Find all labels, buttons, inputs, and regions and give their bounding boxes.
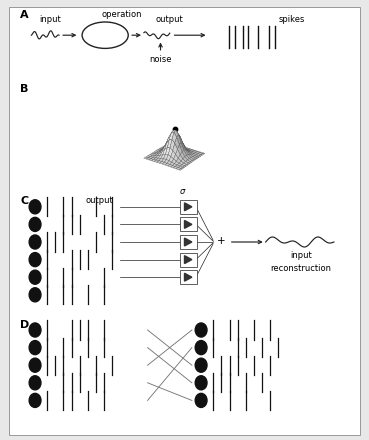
Circle shape	[195, 323, 207, 337]
Circle shape	[29, 393, 41, 407]
Polygon shape	[184, 220, 192, 228]
Circle shape	[195, 358, 207, 372]
Circle shape	[29, 235, 41, 249]
Ellipse shape	[82, 22, 128, 48]
FancyBboxPatch shape	[180, 270, 197, 284]
Text: B: B	[20, 84, 29, 94]
Text: σ: σ	[179, 187, 184, 195]
Text: A: A	[20, 10, 29, 20]
Circle shape	[29, 200, 41, 214]
Circle shape	[29, 358, 41, 372]
FancyBboxPatch shape	[180, 200, 197, 214]
Circle shape	[29, 253, 41, 267]
Text: input: input	[290, 251, 311, 260]
Polygon shape	[184, 256, 192, 264]
FancyBboxPatch shape	[180, 217, 197, 231]
Circle shape	[214, 233, 229, 251]
Text: spikes: spikes	[278, 15, 305, 24]
Text: operation: operation	[101, 10, 142, 18]
Circle shape	[195, 393, 207, 407]
FancyBboxPatch shape	[180, 235, 197, 249]
Text: output: output	[86, 196, 114, 205]
FancyBboxPatch shape	[180, 253, 197, 267]
Polygon shape	[184, 238, 192, 246]
Text: input: input	[39, 15, 61, 24]
Circle shape	[195, 376, 207, 390]
Text: reconstruction: reconstruction	[270, 264, 331, 273]
Text: noise: noise	[149, 55, 172, 63]
Circle shape	[29, 288, 41, 302]
Text: D: D	[20, 320, 30, 330]
Circle shape	[29, 341, 41, 355]
Text: C: C	[20, 196, 28, 206]
Text: output: output	[156, 15, 184, 24]
Circle shape	[29, 270, 41, 284]
Circle shape	[29, 376, 41, 390]
Polygon shape	[184, 203, 192, 211]
Text: +: +	[217, 236, 226, 246]
Circle shape	[29, 323, 41, 337]
Circle shape	[29, 217, 41, 231]
FancyBboxPatch shape	[9, 7, 360, 435]
Polygon shape	[184, 273, 192, 281]
Circle shape	[195, 341, 207, 355]
